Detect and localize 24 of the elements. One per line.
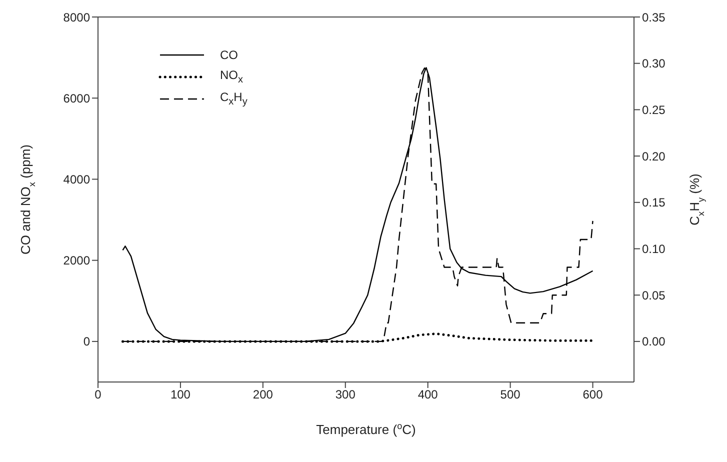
y2-tick-label: 0.00 <box>642 334 666 349</box>
legend-label: NO$_{x}$ <box>220 68 243 86</box>
x-axis-title: Temperature ($^{o}$C) <box>316 421 416 437</box>
x-tick-label: 200 <box>252 388 274 402</box>
legend-label: C$_{x}$H$_{y}$ <box>220 90 248 108</box>
x-tick-label: 300 <box>335 388 356 402</box>
y2-tick-label: 0.15 <box>642 196 666 210</box>
x-tick-label: 500 <box>500 388 521 402</box>
y-tick-label: 0 <box>83 334 90 349</box>
y2-tick-label: 0.25 <box>642 102 666 117</box>
y-tick-label: 4000 <box>63 172 90 186</box>
y2-tick-label: 0.10 <box>642 242 666 256</box>
y-tick-label: 2000 <box>63 254 90 268</box>
y-tick-label: 6000 <box>63 91 90 106</box>
x-tick-label: 100 <box>170 388 191 402</box>
y-tick-label: 8000 <box>63 10 90 24</box>
x-tick-label: 600 <box>582 388 604 402</box>
y2-tick-label: 0.30 <box>642 56 666 71</box>
x-tick-label: 0 <box>94 388 102 402</box>
x-tick-label: 400 <box>418 388 438 402</box>
y2-tick-label: 0.05 <box>642 288 666 302</box>
y2-tick-label: 0.20 <box>642 149 666 164</box>
y2-tick-label: 0.35 <box>642 10 666 24</box>
legend-label: CO <box>220 48 238 62</box>
